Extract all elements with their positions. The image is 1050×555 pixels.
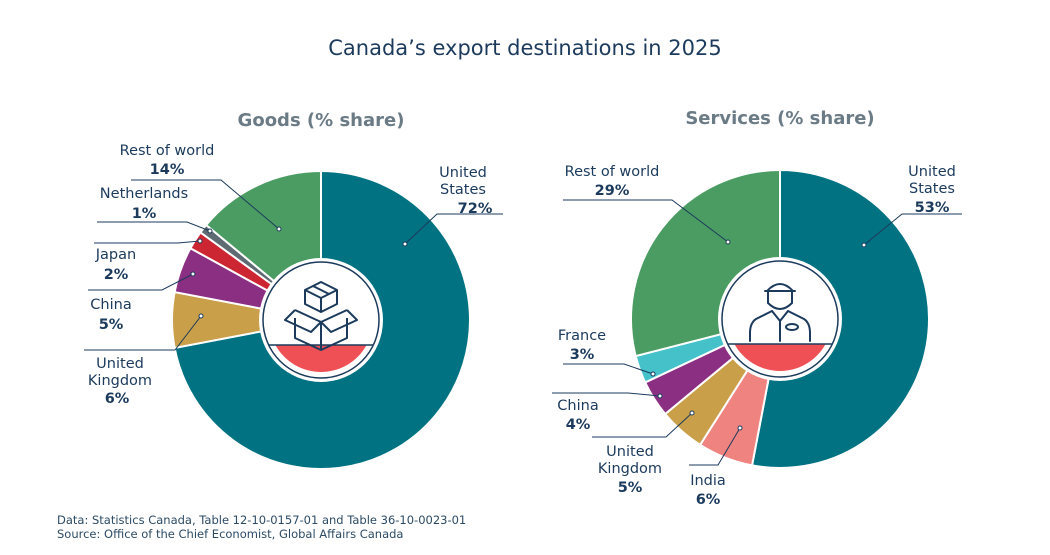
goods-china-leader-dot [190, 271, 196, 277]
services-united-kingdom-label-line-1: United [606, 444, 654, 460]
services-center-ring [721, 260, 839, 378]
services-united-kingdom-leader-dot [689, 410, 695, 416]
services-rest-of-world-leader-dot [725, 239, 731, 245]
goods-netherlands-leader-dot [207, 228, 213, 234]
services-france-value-label: 3% [570, 347, 595, 363]
goods-china-label: China [90, 297, 131, 313]
goods-united-states-leader-line [404, 213, 503, 245]
goods-japan-leader-dot [197, 238, 203, 244]
services-india-leader-dot [737, 425, 743, 431]
worker-icon [749, 283, 811, 342]
services-united-states-label-line-2: States [909, 181, 955, 197]
goods-united-states-leader-dot [402, 241, 408, 247]
goods-netherlands-leader-line [97, 221, 211, 232]
goods-rest-of-world-leader-dot [276, 226, 282, 232]
services-united-states-label-line-1: United [908, 164, 956, 180]
services-india-value-label: 6% [696, 492, 721, 508]
goods-netherlands-value-label: 1% [132, 206, 157, 222]
goods-china-leader-line [88, 273, 194, 291]
goods-united-kingdom-label-line-2: Kingdom [88, 373, 152, 389]
goods-center-ring [262, 261, 380, 379]
services-china-label: China [557, 398, 598, 414]
services-united-kingdom-leader-line [592, 412, 693, 438]
services-chart-title: Services (% share) [685, 108, 874, 129]
services-center-accent [734, 344, 826, 372]
source-line-office: Source: Office of the Chief Economist, G… [57, 527, 403, 541]
goods-rest-of-world-value-label: 14% [150, 162, 185, 178]
goods-united-states-label-line-1: United [439, 165, 487, 181]
services-united-states-leader-line [863, 213, 962, 246]
services-france-leader-line [563, 363, 654, 375]
goods-japan-value-label: 2% [104, 267, 129, 283]
goods-united-kingdom-value-label: 6% [105, 391, 130, 407]
goods-united-kingdom-leader-line [84, 315, 202, 351]
services-rest-of-world-value-label: 29% [595, 183, 630, 199]
services-china-value-label: 4% [566, 417, 591, 433]
services-united-states-value-label: 53% [915, 200, 950, 216]
goods-chart-title: Goods (% share) [238, 110, 405, 131]
goods-united-states-label-line-2: States [440, 182, 486, 198]
goods-united-states-value-label: 72% [458, 201, 493, 217]
goods-united-kingdom-label-line-1: United [96, 356, 144, 372]
services-france-label: France [558, 328, 606, 344]
services-pie-chart: Services (% share)UnitedStates53%India6%… [552, 108, 962, 508]
goods-netherlands-label: Netherlands [100, 186, 188, 202]
goods-japan-leader-line [94, 240, 201, 244]
services-rest-of-world-label: Rest of world [565, 164, 660, 180]
goods-pie-chart: Goods (% share)UnitedStates72%UnitedKing… [84, 110, 503, 470]
services-china-leader-line [552, 392, 661, 397]
pie-charts: Goods (% share)UnitedStates72%UnitedKing… [84, 108, 962, 508]
services-india-leader-line [689, 427, 741, 466]
services-united-kingdom-value-label: 5% [618, 480, 643, 496]
chart-title: Canada’s export destinations in 2025 [328, 36, 721, 60]
services-china-leader-dot [657, 393, 663, 399]
goods-japan-label: Japan [95, 247, 136, 263]
goods-center-accent [275, 345, 367, 373]
boxes-icon [284, 281, 358, 351]
services-united-states-leader-dot [861, 242, 867, 248]
services-india-label: India [690, 473, 726, 489]
goods-rest-of-world-label: Rest of world [120, 143, 215, 159]
goods-china-value-label: 5% [99, 317, 124, 333]
goods-united-kingdom-leader-dot [198, 313, 204, 319]
source-line-data: Data: Statistics Canada, Table 12-10-015… [57, 513, 466, 527]
services-france-leader-dot [650, 371, 656, 377]
goods-rest-of-world-leader-line [131, 179, 280, 230]
services-united-kingdom-label-line-2: Kingdom [598, 461, 662, 477]
services-rest-of-world-leader-line [563, 199, 729, 243]
